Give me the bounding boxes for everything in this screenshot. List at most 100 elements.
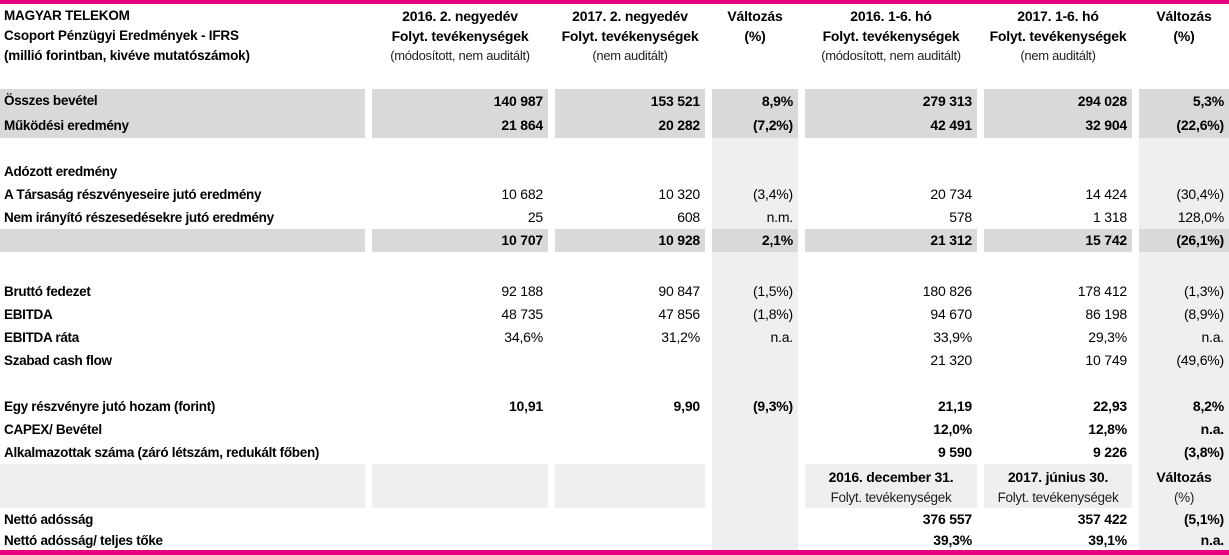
spacer-cell [555,372,705,395]
spacer-cell [372,252,548,280]
cell-value [372,508,548,531]
subheader-empty-cell [372,464,548,508]
table-row: Működési eredmény 21 864 20 282 (7,2%) 42 49… [0,113,1229,138]
column-header-2017-q2: 2017. 2. negyedév Folyt. tevékenységek (… [555,4,705,66]
cell-value: (26,1%) [1139,229,1229,252]
spacer-cell [372,66,548,89]
row-label: Nettó adósság/ teljes tőke [4,533,163,548]
spacer-cell [712,138,798,160]
column-header-2016-q2: 2016. 2. negyedév Folyt. tevékenységek (… [372,4,548,66]
subheader-date: Változás [1156,469,1212,485]
table-row: Alkalmazottak száma (záró létszám, reduk… [0,441,1229,464]
row-label: Szabad cash flow [4,353,112,368]
report-subtitle: Csoport Pénzügyi Eredmények - IFRS [4,28,239,43]
cell-value: 14 424 [1085,186,1127,202]
spacer-row [0,66,1229,89]
table-row: Bruttó fedezet 92 188 90 847 (1,5%) 180 826 1… [0,280,1229,303]
cell-value: 9 226 [1092,444,1127,460]
cell-value: (30,4%) [1139,183,1229,206]
spacer-cell [984,252,1132,280]
cell-value [372,441,548,464]
cell-value: (49,6%) [1139,349,1229,372]
table-row: CAPEX/ Bevétel 12,0% 12,8% n.a. [0,418,1229,441]
spacer-cell [372,138,548,160]
column-header-line: (%) [744,28,766,44]
cell-value: 20 734 [930,186,972,202]
bottom-accent-bar [0,550,1229,555]
column-header-2017-h1: 2017. 1-6. hó Folyt. tevékenységek (nem … [984,4,1132,66]
cell-value: 10 749 [1085,352,1127,368]
spacer-cell [712,66,798,89]
cell-value: 32 904 [984,113,1132,138]
company-name: MAGYAR TELEKOM [4,8,130,23]
column-header-change-q: Változás (%) [712,4,798,66]
spacer-cell [0,372,365,395]
spacer-cell [0,138,365,160]
column-header-note: (módosított, nem auditált) [821,48,961,63]
cell-value: (3,4%) [712,183,798,206]
spacer-row [0,372,1229,395]
cell-value: (22,6%) [1139,113,1229,138]
subheader-empty-cell [555,464,705,508]
cell-value: 92 188 [501,283,543,299]
cell-value [372,349,548,372]
row-label: Nem irányító részesedésekre jutó eredmén… [4,210,274,225]
column-header-line: Folyt. tevékenységek [561,28,699,44]
column-header-change-h: Változás (%) [1139,4,1229,66]
cell-value: (7,2%) [712,113,798,138]
spacer-row [0,138,1229,160]
cell-value [372,418,548,441]
cell-value [712,531,798,550]
column-header-line: Változás [727,8,783,24]
cell-value: 39,3% [933,532,972,548]
cell-value: 1 318 [1092,209,1127,225]
cell-value: 12,8% [1088,421,1127,437]
cell-value: 294 028 [984,89,1132,113]
subheader-date: 2016. december 31. [828,469,954,485]
cell-value: 128,0% [1139,206,1229,229]
table-row: Nem irányító részesedésekre jutó eredmén… [0,206,1229,229]
subheader-note: Folyt. tevékenységek [830,490,952,505]
row-label: CAPEX/ Bevétel [4,422,102,437]
cell-value [712,441,798,464]
cell-value [712,418,798,441]
cell-value: (3,8%) [1139,441,1229,464]
spacer-cell [1139,138,1229,160]
row-label: Bruttó fedezet [4,284,91,299]
column-header-note: (nem auditált) [592,48,668,63]
cell-value: 90 847 [658,283,700,299]
spacer-cell [984,372,1132,395]
table-row: Szabad cash flow 21 320 10 749 (49,6%) [0,349,1229,372]
cell-value: 5,3% [1139,89,1229,113]
cell-value [372,531,548,550]
table-row: Nettó adósság/ teljes tőke 39,3% 39,1% n.a. [0,531,1229,550]
cell-value: 10 707 [372,229,548,252]
cell-value: 25 [527,209,543,225]
spacer-cell [712,372,798,395]
column-header-line: 2017. 1-6. hó [1017,8,1099,24]
cell-value [555,508,705,531]
row-label [0,229,365,252]
cell-value: 20 282 [555,113,705,138]
cell-value: 140 987 [372,89,548,113]
cell-value: 33,9% [933,329,972,345]
spacer-cell [984,138,1132,160]
cell-value: 10,91 [508,398,543,414]
row-label: EBITDA [4,307,53,322]
cell-value [712,349,798,372]
table-row: EBITDA 48 735 47 856 (1,8%) 94 670 86 198 (8,9… [0,303,1229,326]
row-label: Egy részvényre jutó hozam (forint) [4,399,216,414]
spacer-cell [1139,252,1229,280]
subheader-row: 2016. december 31. Folyt. tevékenységek 20… [0,464,1229,508]
spacer-cell [555,66,705,89]
spacer-cell [805,66,977,89]
column-header-line: Változás [1156,8,1212,24]
cell-value: (1,8%) [712,303,798,326]
row-label: EBITDA ráta [4,330,79,345]
cell-value: n.a. [1139,326,1229,349]
column-header-line: 2016. 1-6. hó [850,8,932,24]
cell-value: 47 856 [658,306,700,322]
cell-value: 22,93 [1092,398,1127,414]
spacer-cell [555,252,705,280]
column-header-note: (nem auditált) [1020,48,1096,63]
